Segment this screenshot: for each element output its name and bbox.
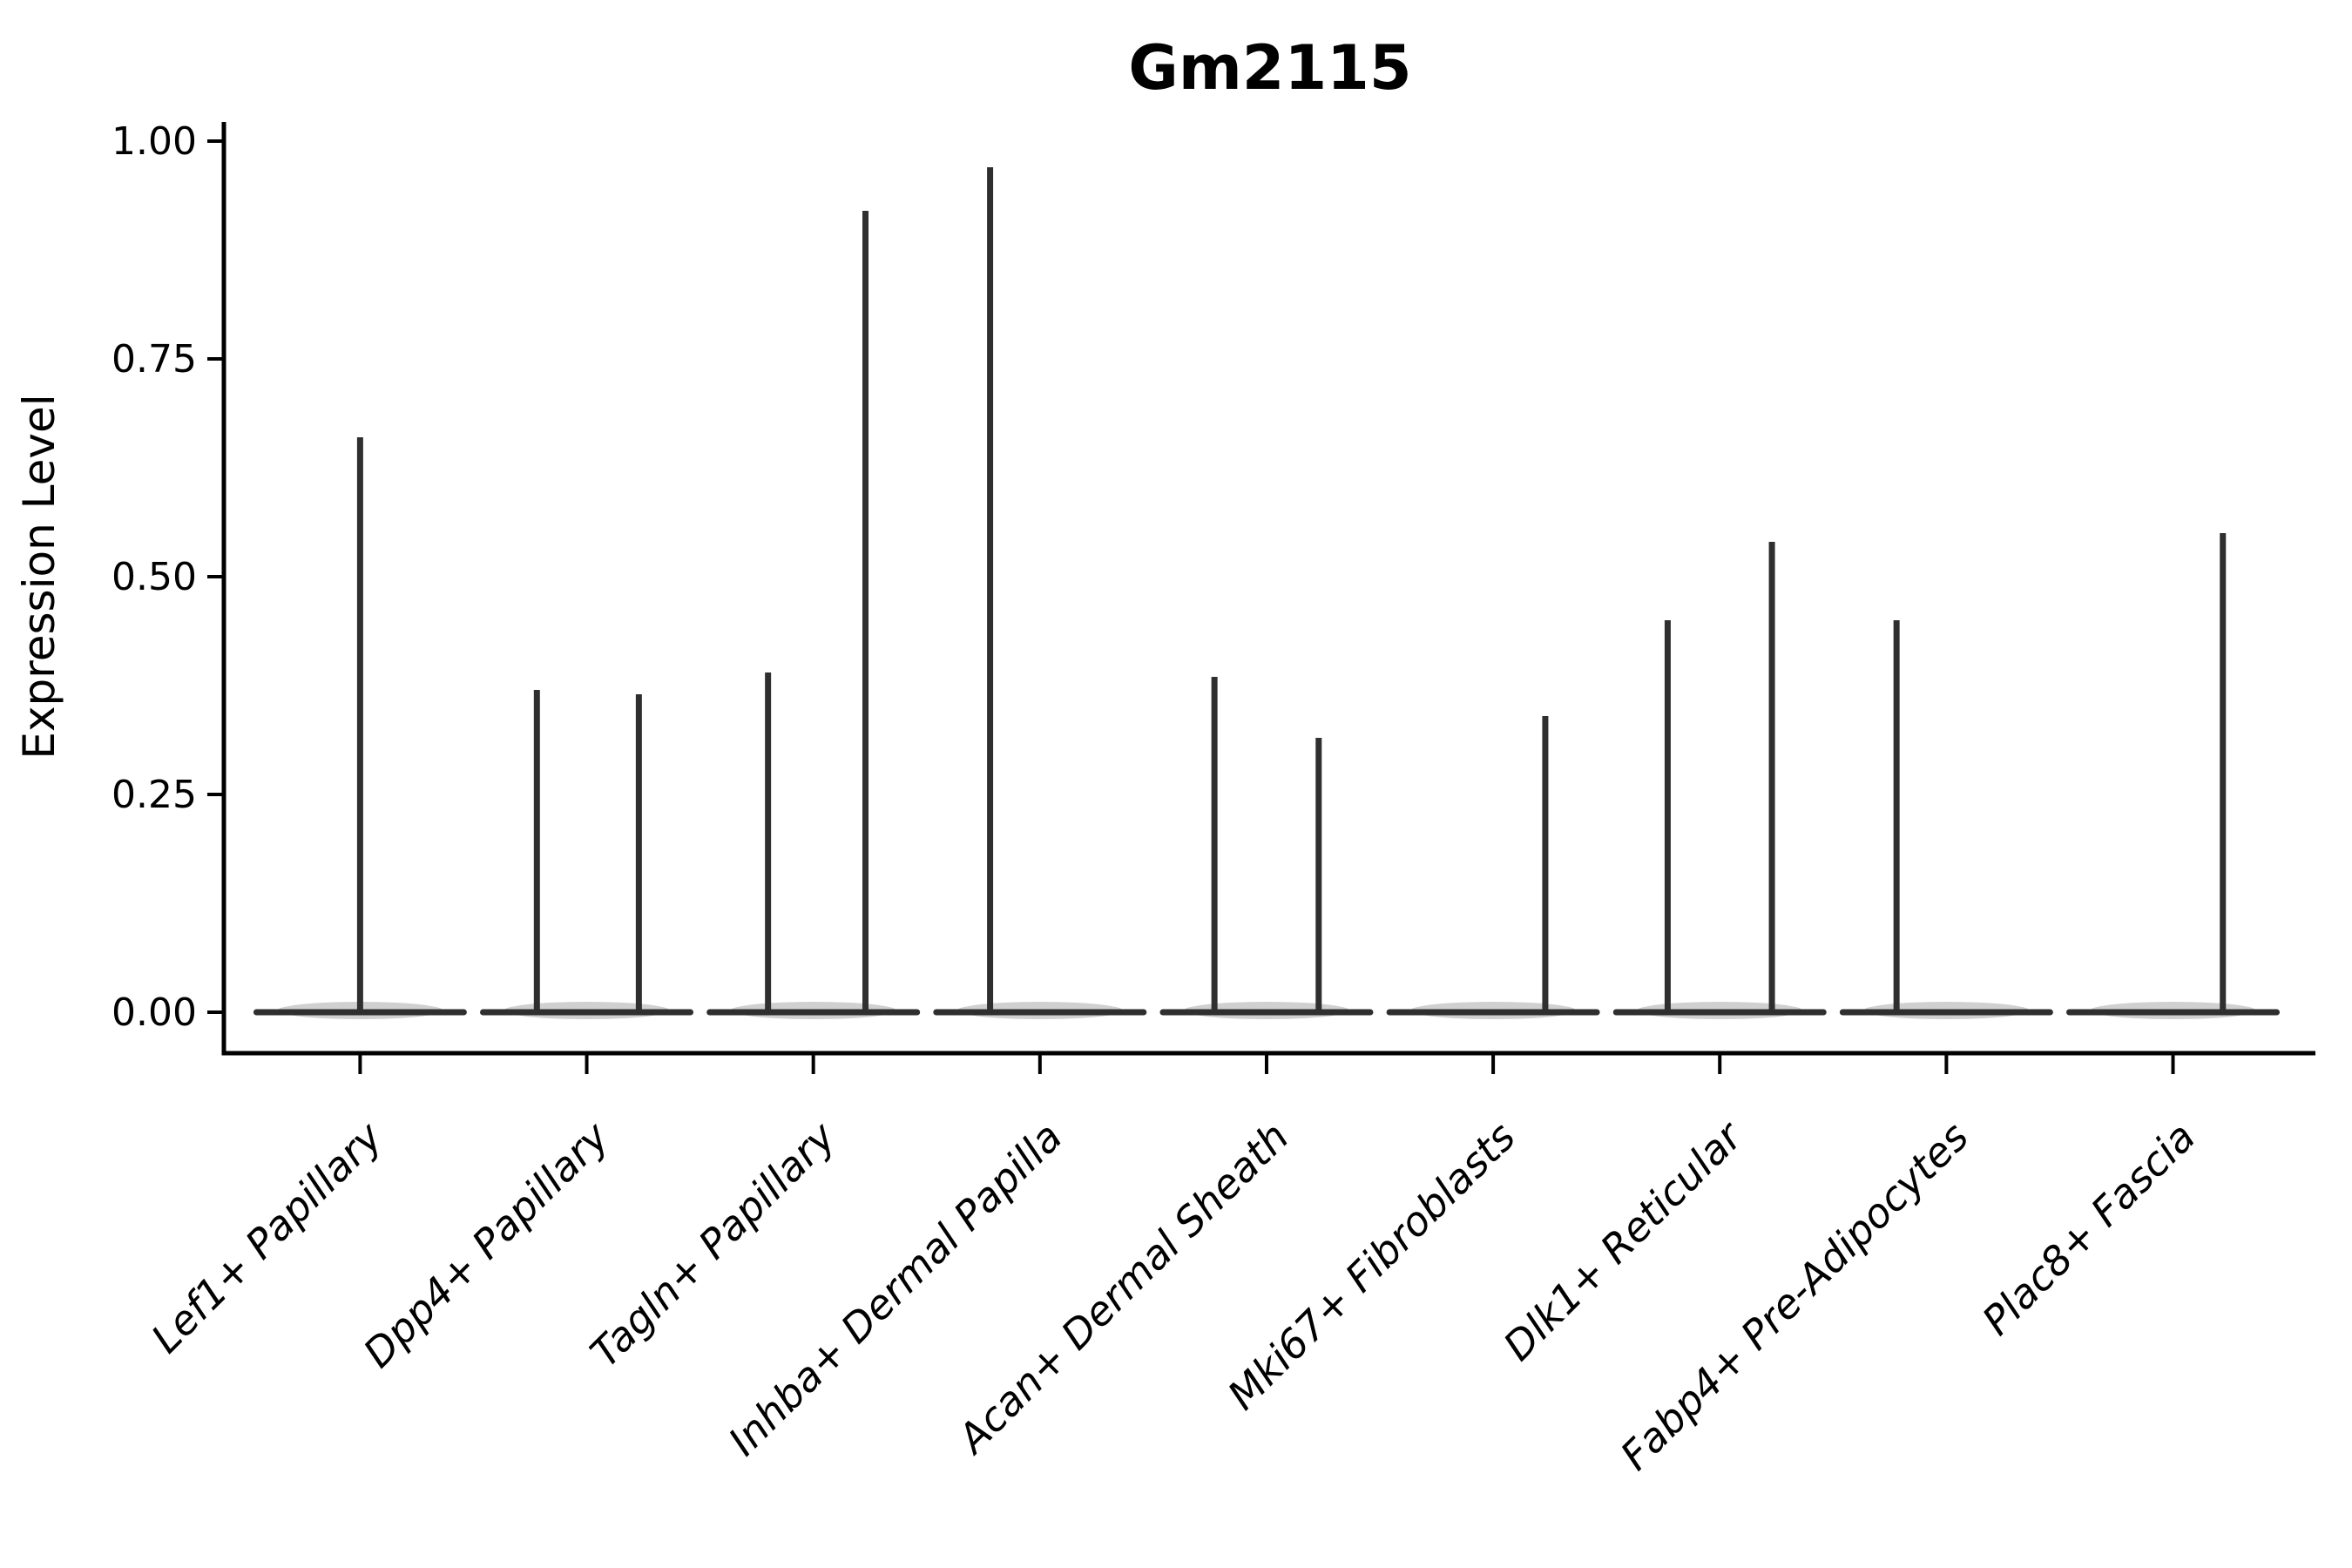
y-tick-label: 0.75 <box>112 337 197 382</box>
x-category-label: Tagln+ Papillary <box>581 1112 845 1376</box>
y-tick-label: 0.00 <box>112 990 197 1035</box>
y-axis-title: Expression Level <box>14 394 64 759</box>
chart-title: Gm2115 <box>1128 32 1411 104</box>
x-category-label: Dlk1+ Reticular <box>1494 1111 1753 1369</box>
x-category-label: Dpp4+ Papillary <box>355 1112 618 1376</box>
x-category-label: Lef1+ Papillary <box>142 1112 391 1362</box>
y-tick-label: 1.00 <box>112 119 197 164</box>
axes-layer <box>207 122 2315 1074</box>
x-category-label: Plac8+ Fascia <box>1973 1113 2204 1344</box>
tick-labels-layer: 0.00 0.25 0.50 0.75 1.00 Lef1+ PapillaryDpp4+… <box>112 119 2204 1479</box>
y-tick-label: 0.50 <box>112 555 197 599</box>
violins-layer <box>253 167 2281 1019</box>
y-tick-label: 0.25 <box>112 773 197 817</box>
